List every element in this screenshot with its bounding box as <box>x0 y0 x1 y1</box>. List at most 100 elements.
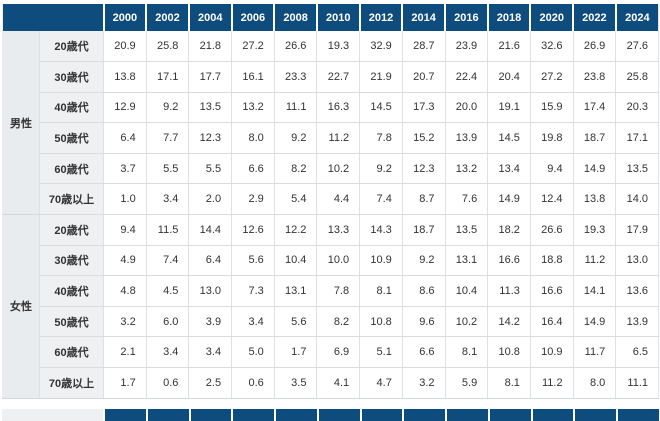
value-cell: 13.5 <box>188 92 232 124</box>
value-cell: 17.3 <box>401 92 445 124</box>
value-cell: 3.9 <box>188 306 232 338</box>
value-cell: 11.1 <box>615 367 659 399</box>
value-cell: 11.2 <box>572 245 616 277</box>
value-cell: 20.3 <box>615 92 659 124</box>
value-cell: 14.2 <box>487 306 531 338</box>
year-column-header: 2000 <box>102 4 147 31</box>
section-0: 男性 20歳代 20.9 25.8 21.8 27.2 26.6 19.3 32.9 28.7 23… <box>2 31 659 216</box>
table-row: 30歳代 4.9 7.4 6.4 5.6 10.4 10.0 10.9 9.2 13.1 16.6 1… <box>3 245 659 277</box>
value-cell: 23.3 <box>273 61 317 93</box>
value-cell: 10.2 <box>444 306 488 338</box>
value-cell: 13.5 <box>615 153 659 185</box>
bottom-bar-segment <box>487 409 531 421</box>
value-cell: 13.2 <box>444 153 488 185</box>
bottom-bar-label-spacer <box>2 409 103 421</box>
table-row: 30歳代 13.8 17.1 17.7 16.1 23.3 22.7 21.9 20.7 22.4… <box>3 61 659 93</box>
value-cell: 15.9 <box>529 92 574 124</box>
age-group-cell: 30歳代 <box>39 245 104 277</box>
age-group-cell: 70歳以上 <box>39 183 104 216</box>
value-cell: 13.6 <box>615 275 659 307</box>
value-cell: 9.2 <box>273 122 317 154</box>
value-cell: 27.2 <box>529 61 574 93</box>
value-cell: 7.7 <box>145 122 189 154</box>
value-cell: 13.8 <box>572 183 616 216</box>
value-cell: 17.1 <box>615 122 659 154</box>
value-cell: 12.2 <box>273 214 317 246</box>
cut-off-next-table-header <box>2 409 659 421</box>
value-cell: 2.9 <box>231 183 275 216</box>
value-cell: 9.2 <box>359 153 403 185</box>
value-cell: 4.5 <box>145 275 189 307</box>
value-cell: 2.5 <box>188 367 232 399</box>
value-cell: 11.7 <box>572 336 616 369</box>
value-cell: 2.1 <box>103 336 147 369</box>
value-cell: 6.6 <box>401 336 445 369</box>
value-cell: 11.2 <box>529 367 574 399</box>
value-cell: 22.4 <box>444 61 488 93</box>
value-cell: 4.1 <box>316 367 360 399</box>
bottom-bar-segment <box>231 409 275 421</box>
value-cell: 8.2 <box>316 306 360 338</box>
year-column-header: 2004 <box>187 4 232 31</box>
value-cell: 9.4 <box>103 214 147 246</box>
value-cell: 2.0 <box>188 183 232 216</box>
value-cell: 7.6 <box>444 183 488 216</box>
value-cell: 14.3 <box>359 214 403 246</box>
value-cell: 13.0 <box>615 245 659 277</box>
year-column-header: 2012 <box>358 4 403 31</box>
value-cell: 6.5 <box>615 336 659 369</box>
value-cell: 9.2 <box>401 245 445 277</box>
value-cell: 32.6 <box>529 31 574 63</box>
value-cell: 28.7 <box>401 31 445 63</box>
bottom-bar-segment <box>445 409 488 421</box>
value-cell: 13.2 <box>231 92 275 124</box>
value-cell: 3.4 <box>188 336 232 369</box>
value-cell: 13.5 <box>444 214 488 246</box>
value-cell: 13.4 <box>487 153 531 185</box>
value-cell: 19.1 <box>487 92 531 124</box>
value-cell: 7.8 <box>316 275 360 307</box>
value-cell: 6.4 <box>188 245 232 277</box>
value-cell: 8.1 <box>444 336 488 369</box>
table-row: 70歳以上 1.0 3.4 2.0 2.9 5.4 4.4 7.4 8.7 7.6 14.9 12.4… <box>3 183 659 216</box>
value-cell: 3.4 <box>145 183 189 216</box>
value-cell: 12.3 <box>401 153 445 185</box>
year-column-header: 2002 <box>145 4 189 31</box>
value-cell: 17.7 <box>188 61 232 93</box>
value-cell: 20.9 <box>103 31 147 63</box>
value-cell: 1.7 <box>103 367 147 399</box>
section-1: 女性 20歳代 9.4 11.5 14.4 12.6 12.2 13.3 14.3 18.7 13.… <box>2 214 659 399</box>
bottom-bar-segment <box>188 409 232 421</box>
value-cell: 16.4 <box>529 306 574 338</box>
value-cell: 5.6 <box>231 245 275 277</box>
value-cell: 11.2 <box>316 122 360 154</box>
value-cell: 10.8 <box>487 336 531 369</box>
value-cell: 11.5 <box>145 214 189 246</box>
value-cell: 21.6 <box>487 31 531 63</box>
year-column-header: 2014 <box>401 4 445 31</box>
value-cell: 9.6 <box>401 306 445 338</box>
value-cell: 27.6 <box>615 31 659 63</box>
value-cell: 8.2 <box>273 153 317 185</box>
value-cell: 25.8 <box>615 61 659 93</box>
value-cell: 26.6 <box>273 31 317 63</box>
value-cell: 19.3 <box>316 31 360 63</box>
table-row: 50歳代 6.4 7.7 12.3 8.0 9.2 11.2 7.8 15.2 13.9 14.5 1… <box>3 122 659 154</box>
bottom-bar-segment <box>530 409 574 421</box>
year-column-header: 2008 <box>273 4 317 31</box>
value-cell: 27.2 <box>231 31 275 63</box>
bottom-bar-segment <box>359 409 403 421</box>
age-group-cell: 20歳代 <box>39 214 104 246</box>
value-cell: 14.5 <box>487 122 531 154</box>
table-row: 60歳代 2.1 3.4 3.4 5.0 1.7 6.9 5.1 6.6 8.1 10.8 10.9 1… <box>3 336 659 369</box>
value-cell: 6.0 <box>145 306 189 338</box>
gender-label-cell: 男性 <box>2 31 40 216</box>
value-cell: 14.9 <box>572 306 616 338</box>
value-cell: 12.3 <box>188 122 232 154</box>
value-cell: 5.4 <box>273 183 317 216</box>
value-cell: 4.7 <box>359 367 403 399</box>
value-cell: 13.3 <box>316 214 360 246</box>
value-cell: 9.4 <box>529 153 574 185</box>
age-group-cell: 60歳代 <box>39 153 104 185</box>
value-cell: 20.7 <box>401 61 445 93</box>
